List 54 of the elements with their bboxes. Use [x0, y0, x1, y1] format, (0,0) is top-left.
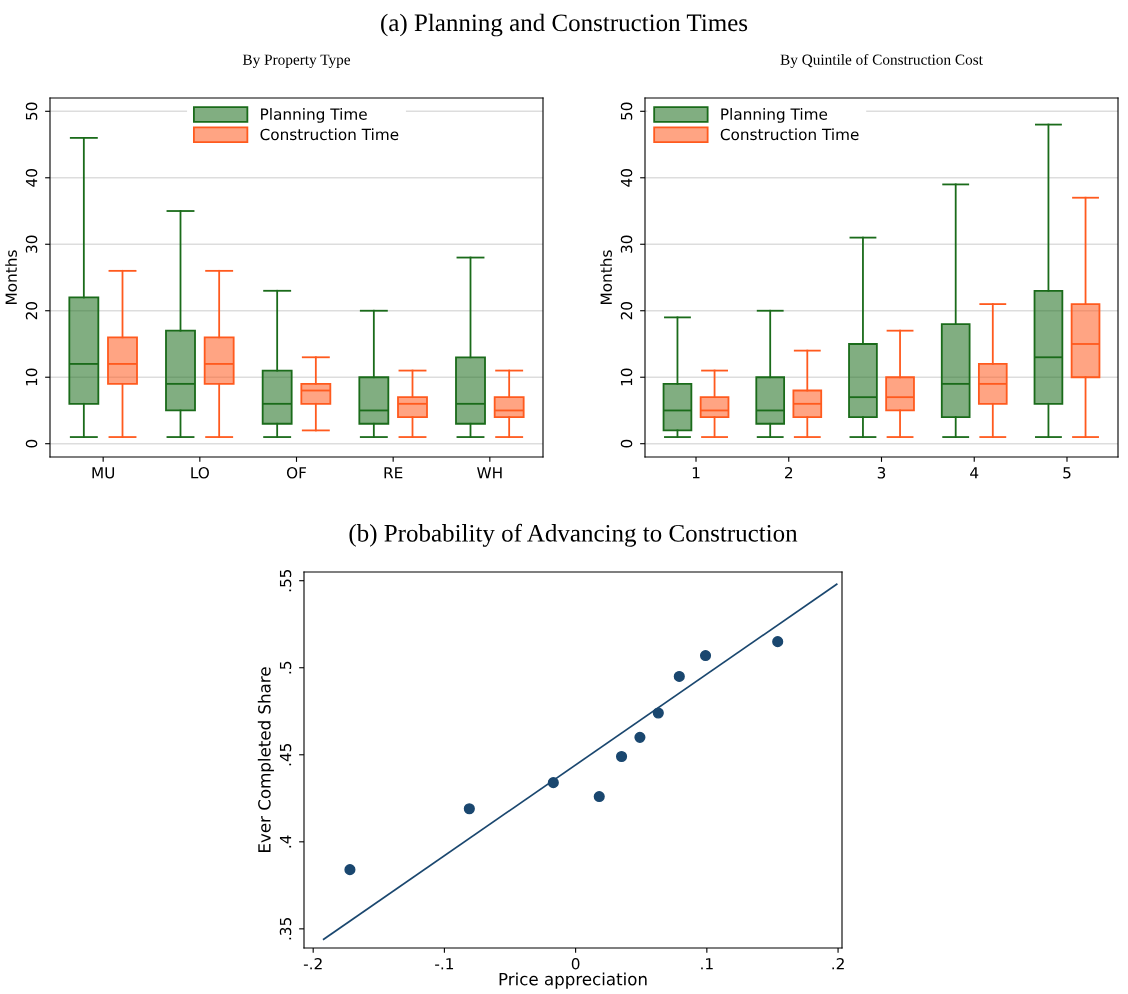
legend-label: Planning Time: [721, 108, 828, 123]
y-tick-label: 30: [620, 235, 633, 253]
y-tick-label: 50: [620, 102, 633, 120]
point: [547, 777, 559, 789]
x-tick-label: 0: [571, 957, 580, 970]
x-tick-label: -.1: [435, 958, 454, 970]
y-tick-label: .5: [279, 661, 292, 674]
y-tick-label: 0: [25, 439, 38, 448]
x-tick-label: WH: [477, 467, 502, 479]
y-tick-label: .45: [279, 743, 292, 766]
y-axis-title: Months: [600, 250, 612, 304]
chart-title: (a) Planning and Construction Times: [381, 13, 748, 37]
y-tick-label: 40: [620, 169, 633, 187]
legend-label: Construction Time: [260, 128, 399, 141]
y-tick-label: .55: [279, 569, 292, 592]
y-tick-label: 20: [620, 302, 633, 320]
x-tick-label: -.2: [303, 957, 322, 970]
y-tick-label: 40: [25, 169, 38, 187]
y-tick-label: 50: [25, 102, 38, 120]
point: [673, 670, 685, 683]
x-axis-title: Price appreciation: [499, 972, 647, 989]
x-tick-label: 1: [692, 467, 700, 479]
x-tick-label: LO: [191, 466, 209, 479]
y-tick-label: 10: [620, 368, 633, 386]
chart-subtitle: By Quintile of Construction Cost: [780, 53, 983, 68]
y-axis-title: Ever Completed Share: [257, 667, 274, 852]
y-tick-label: 0: [620, 439, 633, 448]
chart-title: (b) Probability of Advancing to Construction: [349, 523, 798, 547]
x-tick-label: 2: [785, 466, 793, 479]
x-tick-label: 5: [1063, 467, 1071, 479]
x-tick-label: RE: [384, 467, 403, 479]
point: [652, 707, 664, 719]
x-tick-label: .2: [832, 957, 844, 970]
point: [615, 750, 628, 763]
y-tick-label: 30: [25, 235, 38, 253]
chart-subtitle: By Property Type: [242, 54, 351, 68]
point: [463, 803, 475, 815]
point: [772, 636, 784, 648]
legend-label: Planning Time: [261, 108, 367, 123]
x-tick-label: 4: [970, 467, 979, 479]
x-tick-label: OF: [286, 466, 307, 479]
x-tick-label: MU: [92, 467, 115, 479]
y-tick-label: 10: [25, 368, 38, 386]
point: [634, 731, 646, 743]
y-tick-label: 20: [25, 302, 38, 320]
legend-label: Construction Time: [720, 128, 859, 141]
y-tick-label: .35: [279, 918, 292, 940]
x-tick-label: 3: [877, 466, 886, 479]
point: [593, 790, 605, 803]
y-tick-label: .4: [279, 835, 292, 848]
y-axis-title: Months: [5, 250, 17, 304]
point: [344, 864, 356, 876]
point: [699, 649, 712, 662]
x-tick-label: .1: [701, 958, 713, 970]
